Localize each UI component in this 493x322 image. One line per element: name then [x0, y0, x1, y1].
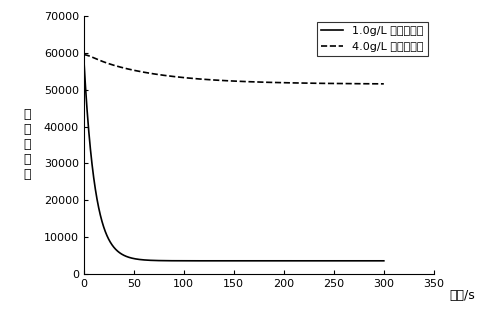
1.0g/L 氯化钠溶液 — [96, 208, 102, 212]
1.0g/L 氯化钠溶液 — [372, 259, 378, 263]
4.0g/L 氯化钠溶液 — [317, 81, 323, 85]
1.0g/L 氯化钠溶液 — [372, 259, 378, 263]
X-axis label: 时间/s: 时间/s — [449, 289, 475, 302]
4.0g/L 氯化钠溶液 — [81, 53, 87, 57]
Line: 4.0g/L 氯化钠溶液: 4.0g/L 氯化钠溶液 — [84, 55, 384, 84]
4.0g/L 氯化钠溶液 — [381, 82, 387, 86]
1.0g/L 氯化钠溶液 — [227, 259, 233, 263]
1.0g/L 氯化钠溶液 — [81, 56, 87, 60]
Line: 1.0g/L 氯化钠溶液: 1.0g/L 氯化钠溶液 — [84, 58, 384, 261]
1.0g/L 氯化钠溶液 — [381, 259, 387, 263]
4.0g/L 氯化钠溶液 — [372, 82, 378, 86]
4.0g/L 氯化钠溶液 — [372, 82, 378, 86]
1.0g/L 氯化钠溶液 — [317, 259, 323, 263]
4.0g/L 氯化钠溶液 — [96, 58, 102, 62]
Y-axis label: 散
射
光
强
度: 散 射 光 强 度 — [23, 109, 31, 181]
4.0g/L 氯化钠溶液 — [219, 79, 225, 82]
1.0g/L 氯化钠溶液 — [219, 259, 225, 263]
4.0g/L 氯化钠溶液 — [227, 79, 233, 83]
Legend: 1.0g/L 氯化钠溶液, 4.0g/L 氯化钠溶液: 1.0g/L 氯化钠溶液, 4.0g/L 氯化钠溶液 — [317, 22, 428, 56]
